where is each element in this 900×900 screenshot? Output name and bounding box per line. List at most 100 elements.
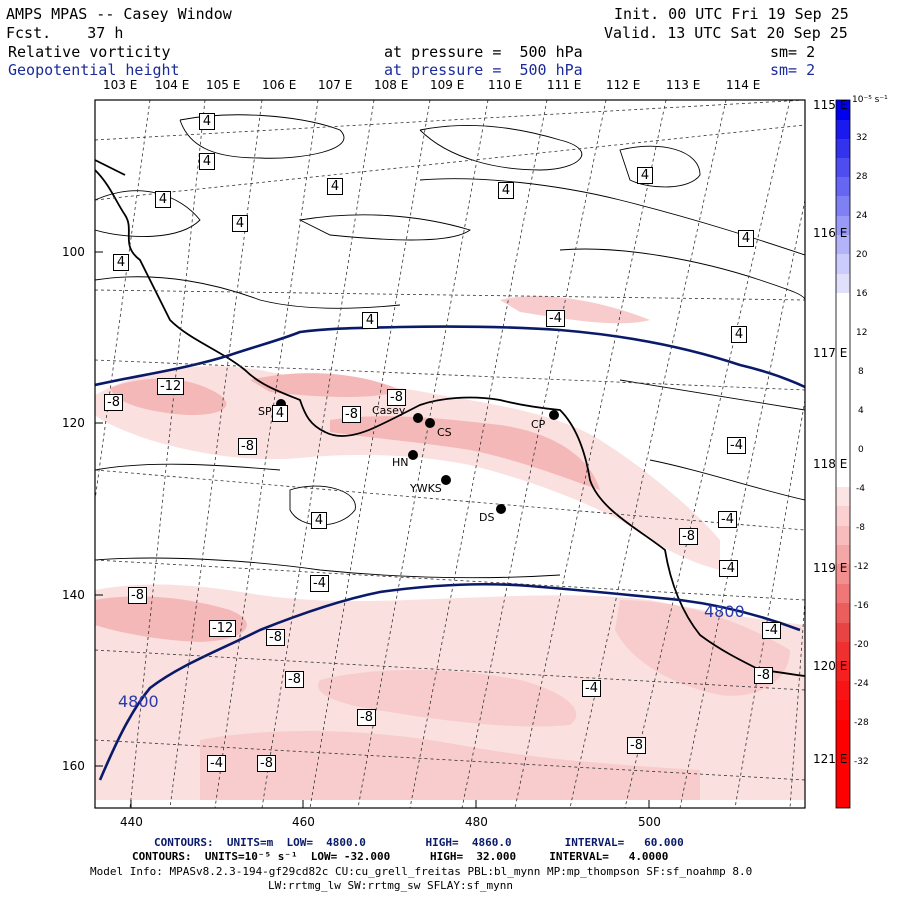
init-time: Init. 00 UTC Fri 19 Sep 25	[614, 5, 849, 23]
footer-height-contours: CONTOURS: UNITS=m LOW= 4800.0 HIGH= 4860…	[154, 836, 684, 849]
station-label: SP	[258, 405, 272, 418]
contour-label: 4	[362, 312, 378, 329]
contour-label: -8	[104, 394, 123, 411]
station-marker	[441, 475, 451, 485]
contour-label: 4	[637, 167, 653, 184]
field1-name: Relative vorticity	[8, 43, 171, 61]
lon-label: 110 E	[488, 78, 523, 92]
contour-label: -8	[387, 389, 406, 406]
vort-band-ridge	[330, 416, 600, 490]
positive-vort-contours	[95, 114, 805, 579]
colorbar-tick: 24	[856, 211, 868, 221]
contour-label: -8	[342, 406, 361, 423]
y-tick-label: 140	[62, 588, 85, 602]
lon-label: 115 E	[813, 98, 848, 112]
contour-label: -8	[679, 528, 698, 545]
colorbar-tick: -4	[856, 484, 865, 494]
x-tick-label: 480	[465, 815, 488, 829]
height-label: 4800	[704, 602, 745, 621]
colorbar-tick: -8	[856, 523, 865, 533]
contour-label: 4	[272, 405, 288, 422]
x-tick-label: 500	[638, 815, 661, 829]
field1-level: at pressure = 500 hPa	[384, 43, 583, 61]
colorbar-tick: 12	[856, 328, 868, 338]
colorbar-tick: 4	[858, 406, 864, 416]
colorbar-tick: -16	[854, 601, 869, 611]
contour-label: -8	[266, 629, 285, 646]
lon-label: 108 E	[374, 78, 409, 92]
contour-label: -8	[238, 438, 257, 455]
colorbar-tick: 16	[856, 289, 868, 299]
lon-label: 112 E	[606, 78, 641, 92]
y-tick-label: 160	[62, 759, 85, 773]
field2-smoothing: sm= 2	[770, 61, 816, 79]
colorbar-tick: 8	[858, 367, 864, 377]
y-tick-label: 100	[62, 245, 85, 259]
contour-label: -8	[627, 737, 646, 754]
footer-model-info-2: LW:rrtmg_lw SW:rrtmg_sw SFLAY:sf_mynn	[268, 879, 514, 892]
contour-label: 4	[498, 182, 514, 199]
colorbar	[835, 99, 851, 809]
vort-band-south-core	[95, 596, 247, 642]
contour-label: -4	[546, 310, 565, 327]
vort-band-north	[95, 366, 720, 570]
contour-label: -8	[257, 755, 276, 772]
vort-band-south-east	[615, 600, 790, 696]
contour-label: 4	[232, 215, 248, 232]
colorbar-tick: 28	[856, 172, 868, 182]
vorticity-fill	[95, 296, 805, 800]
contour-label: -4	[719, 560, 738, 577]
contour-label: -4	[207, 755, 226, 772]
contour-label: -4	[718, 511, 737, 528]
colorbar-tick: 0	[858, 445, 864, 455]
contour-label: -12	[157, 378, 185, 395]
lon-label: 111 E	[547, 78, 582, 92]
colorbar-tick: -12	[854, 562, 869, 572]
y-tick-label: 120	[62, 416, 85, 430]
station-label: YWKS	[409, 482, 442, 495]
chart-title: AMPS MPAS -- Casey Window	[6, 5, 232, 23]
station-marker	[413, 413, 423, 423]
x-tick-label: 460	[292, 815, 315, 829]
contour-label: 4	[199, 113, 215, 130]
vort-band-south-mid	[318, 669, 577, 727]
station-label: CS	[437, 426, 452, 439]
colorbar-tick: -24	[854, 679, 869, 689]
contour-label: -8	[128, 587, 147, 604]
contour-label: -4	[310, 575, 329, 592]
station-marker	[425, 418, 435, 428]
colorbar-tick: 32	[856, 133, 868, 143]
contour-label: 4	[199, 153, 215, 170]
vort-band-north-core	[110, 378, 227, 416]
station-label: DS	[479, 511, 494, 524]
contour-label: -8	[285, 671, 304, 688]
contour-label: -12	[209, 620, 237, 637]
contour-label: 4	[327, 178, 343, 195]
vort-band-north-core2	[250, 373, 400, 397]
lon-label: 116 E	[813, 226, 848, 240]
contour-label: -4	[727, 437, 746, 454]
colorbar-tick: 20	[856, 250, 868, 260]
colorbar-tick: -20	[854, 640, 869, 650]
station-marker	[549, 410, 559, 420]
lon-label: 107 E	[318, 78, 353, 92]
contour-label: -8	[357, 709, 376, 726]
vort-band-south-low	[200, 730, 700, 800]
x-tick-label: 440	[120, 815, 143, 829]
colorbar-tick: -32	[854, 757, 869, 767]
valid-time: Valid. 13 UTC Sat 20 Sep 25	[604, 24, 848, 42]
height-label: 4800	[118, 692, 159, 711]
contour-label: -8	[754, 667, 773, 684]
field2-level: at pressure = 500 hPa	[384, 61, 583, 79]
lon-label: 120 E	[813, 659, 848, 673]
lon-label: 109 E	[430, 78, 465, 92]
lon-label: 119 E	[813, 561, 848, 575]
station-label: CP	[531, 418, 546, 431]
field1-smoothing: sm= 2	[770, 43, 816, 61]
footer-vort-contours: CONTOURS: UNITS=10⁻⁵ s⁻¹ LOW= -32.000 HI…	[132, 850, 669, 863]
lon-label: 104 E	[155, 78, 190, 92]
station-marker	[408, 450, 418, 460]
contour-label: 4	[155, 191, 171, 208]
lon-label: 117 E	[813, 346, 848, 360]
